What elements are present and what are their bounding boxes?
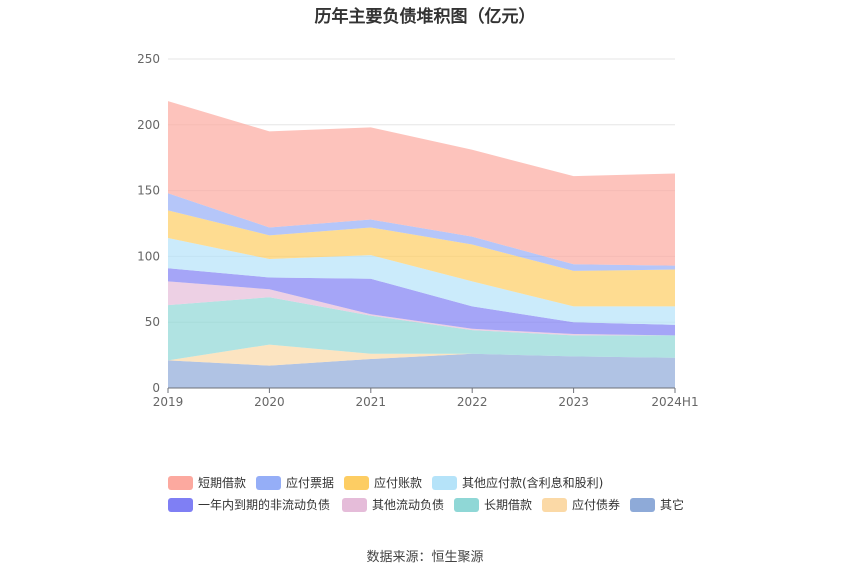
legend-swatch [168, 475, 193, 490]
area-series-5 [168, 237, 675, 325]
legend-label: 其他应付款(含利息和股利) [462, 476, 604, 490]
x-tick-label: 2024H1 [651, 395, 698, 409]
legend-label: 短期借款 [198, 476, 247, 490]
legend-label: 一年内到期的非流动负债 [198, 498, 331, 512]
area-series-6 [168, 210, 675, 307]
y-tick-label: 250 [137, 52, 160, 66]
area-series-8 [168, 101, 675, 266]
x-tick-label: 2022 [457, 395, 488, 409]
chart-legend: 短期借款 应付票据 应付账款 其他应付款(含利息和股利) 一年内到期的非流动负债 其他流动… [168, 472, 768, 516]
y-tick-label: 50 [145, 315, 160, 329]
legend-label: 其他流动负债 [372, 498, 445, 512]
chart-title: 历年主要负债堆积图（亿元） [314, 7, 536, 27]
axes: 0 50 100 150 200 250 2019 2020 2021 2022 2023 2024H… [137, 52, 699, 409]
y-tick-label: 200 [137, 118, 160, 132]
area-series-7 [168, 193, 675, 271]
area-series-3 [168, 281, 675, 336]
legend-label: 应付债券 [572, 498, 621, 512]
legend-row: 短期借款 应付票据 应付账款 其他应付款(含利息和股利) [168, 472, 768, 494]
legend-swatch [344, 475, 369, 490]
legend-item[interactable]: 其他应付款(含利息和股利) [432, 472, 603, 494]
legend-swatch [168, 497, 193, 512]
source-note: 数据来源：恒生聚源 [366, 550, 484, 565]
legend-item[interactable]: 长期借款 [454, 494, 532, 516]
area-series-1 [168, 344, 675, 366]
x-tick-label: 2023 [558, 395, 589, 409]
y-tick-label: 150 [137, 184, 160, 198]
legend-label: 应付票据 [286, 476, 335, 490]
legend-item[interactable]: 应付债券 [542, 494, 620, 516]
legend-swatch [454, 497, 479, 512]
legend-swatch [542, 497, 567, 512]
legend-swatch [256, 475, 281, 490]
y-tick-label: 100 [137, 249, 160, 263]
legend-swatch [432, 475, 457, 490]
legend-item[interactable]: 应付票据 [256, 472, 334, 494]
legend-row: 一年内到期的非流动负债 其他流动负债 长期借款 应付债券 其它 [168, 494, 768, 516]
legend-label: 应付账款 [374, 476, 423, 490]
area-series-4 [168, 268, 675, 336]
legend-swatch [630, 497, 655, 512]
x-tick-label: 2021 [356, 395, 387, 409]
x-tick-label: 2020 [254, 395, 285, 409]
legend-item[interactable]: 一年内到期的非流动负债 [168, 494, 330, 516]
x-tick-label: 2019 [153, 395, 184, 409]
area-series-group [168, 101, 675, 388]
legend-label: 长期借款 [484, 498, 533, 512]
legend-item[interactable]: 短期借款 [168, 472, 246, 494]
area-series-2 [168, 297, 675, 361]
legend-item[interactable]: 其它 [630, 494, 684, 516]
legend-item[interactable]: 其他流动负债 [342, 494, 444, 516]
y-tick-label: 0 [152, 381, 160, 395]
legend-item[interactable]: 应付账款 [344, 472, 422, 494]
legend-label: 其它 [660, 498, 685, 512]
area-series-0 [168, 353, 675, 388]
legend-swatch [342, 497, 367, 512]
